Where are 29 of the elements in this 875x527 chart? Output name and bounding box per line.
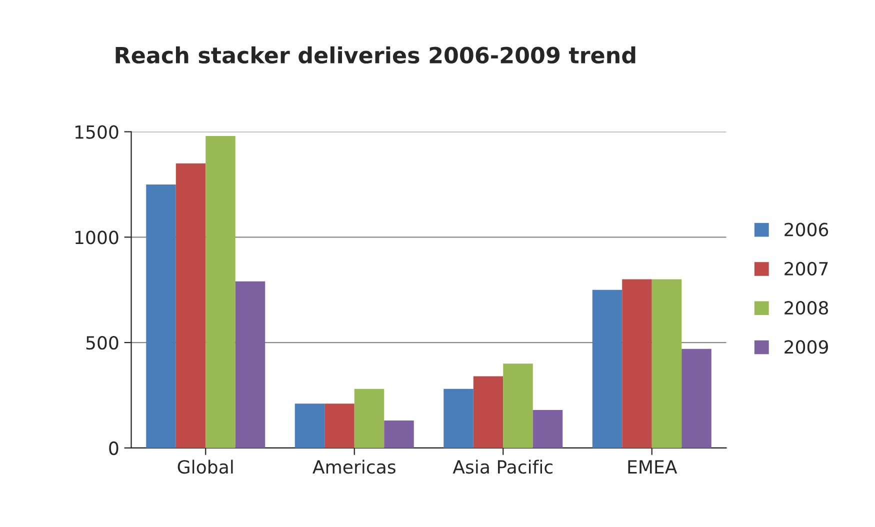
bar: [294, 404, 325, 448]
bar: [444, 388, 474, 448]
x-tick-label: EMEA: [628, 460, 678, 474]
legend-label: 2006: [784, 222, 828, 236]
bar: [324, 404, 354, 448]
bar: [503, 364, 533, 448]
bar: [622, 279, 652, 448]
x-tick-label: Americas: [312, 460, 396, 474]
legend-label: 2009: [784, 340, 828, 354]
bar: [384, 420, 414, 448]
bar: [473, 376, 504, 448]
y-tick-label: 500: [86, 336, 118, 350]
x-tick-label: Global: [178, 460, 233, 474]
bar: [682, 348, 712, 448]
legend-label: 2008: [784, 301, 828, 315]
bar: [532, 410, 563, 448]
y-tick-label: 1000: [75, 230, 118, 244]
x-tick-label: Asia Pacific: [452, 460, 552, 474]
bar: [176, 163, 206, 448]
y-tick-label: 0: [109, 441, 118, 456]
bar: [146, 184, 176, 448]
legend-label: 2007: [784, 262, 828, 276]
bar: [652, 279, 682, 448]
bar: [206, 136, 236, 448]
bar: [235, 281, 266, 448]
bar: [354, 388, 384, 448]
bar: [592, 290, 622, 448]
chart-title: Reach stacker deliveries 2006-2009 trend: [116, 46, 636, 64]
y-tick-label: 1500: [75, 125, 118, 139]
